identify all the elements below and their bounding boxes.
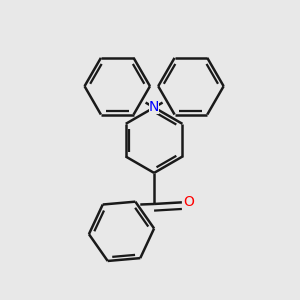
Text: N: N <box>149 100 159 114</box>
Text: O: O <box>183 195 194 209</box>
